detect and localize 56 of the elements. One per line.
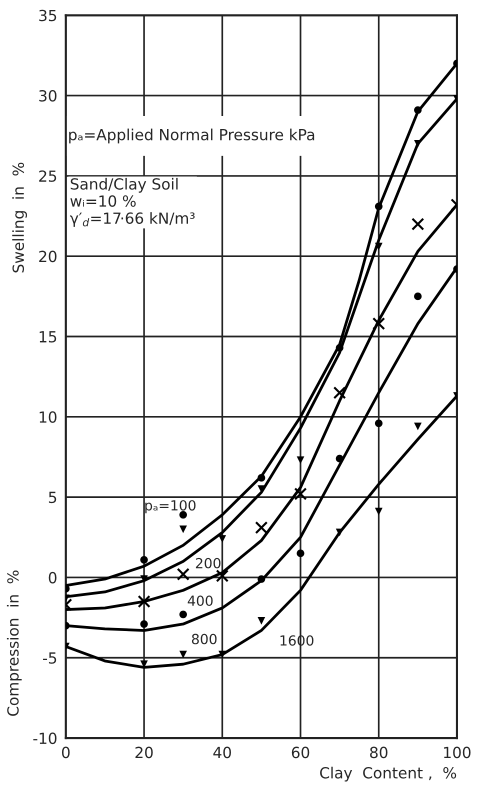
- x-tick-label: 80: [370, 746, 388, 758]
- point: [372, 317, 386, 330]
- y-axis-title: Swelling in %: [12, 162, 27, 272]
- annotation: 800: [192, 634, 217, 644]
- x-tick-label: 0: [62, 746, 70, 758]
- point: [179, 525, 187, 534]
- point: [176, 568, 190, 581]
- annotation: 400: [188, 595, 213, 606]
- y-tick-label: 15: [40, 331, 56, 343]
- point: [296, 456, 304, 464]
- y-tick-label: -10: [33, 732, 56, 744]
- y-tick-label: 35: [39, 10, 56, 22]
- point: [218, 535, 226, 543]
- point: [140, 620, 148, 628]
- point: [254, 521, 268, 534]
- point: [414, 106, 422, 114]
- point: [258, 617, 266, 625]
- point: [258, 474, 266, 482]
- point: [179, 650, 187, 658]
- point: [140, 556, 148, 564]
- point: [336, 344, 344, 352]
- x-tick-label: 60: [292, 746, 310, 758]
- y-tick-label: 20: [39, 250, 56, 262]
- point: [374, 419, 383, 428]
- annotation: 200: [196, 558, 220, 568]
- point: [411, 218, 424, 231]
- point: [138, 595, 150, 608]
- y-tick-label: 25: [39, 170, 56, 182]
- y-tick-label: 10: [40, 411, 56, 423]
- point: [333, 386, 346, 400]
- annotation: Sand/Clay Soil wᵢ=10 % γ′$_{d}$=17·66 kN/m³: [70, 178, 195, 227]
- point: [414, 292, 422, 300]
- point: [140, 575, 148, 583]
- y-tick-label: 0: [48, 572, 56, 584]
- point: [374, 508, 383, 516]
- point: [216, 569, 229, 582]
- point: [294, 488, 307, 500]
- point: [179, 610, 187, 618]
- annotation: pₐ=Applied Normal Pressure kPa: [69, 128, 314, 144]
- point: [258, 575, 266, 583]
- point: [414, 422, 422, 430]
- point: [336, 454, 344, 462]
- point: [374, 202, 383, 210]
- annotation: pₐ=100: [145, 500, 196, 514]
- x-tick-label: 40: [213, 746, 231, 758]
- y-tick-label: 5: [48, 492, 56, 504]
- y-tick-label: -5: [43, 652, 56, 664]
- x-axis-title: Clay Content , %: [320, 766, 456, 782]
- x-tick-label: 100: [444, 746, 471, 758]
- point: [336, 528, 344, 536]
- text: Compression in %: [6, 570, 22, 716]
- point: [218, 650, 226, 658]
- y-tick-label: 30: [39, 90, 56, 102]
- point: [296, 550, 304, 558]
- point: [374, 242, 383, 250]
- x-tick-label: 20: [135, 746, 153, 758]
